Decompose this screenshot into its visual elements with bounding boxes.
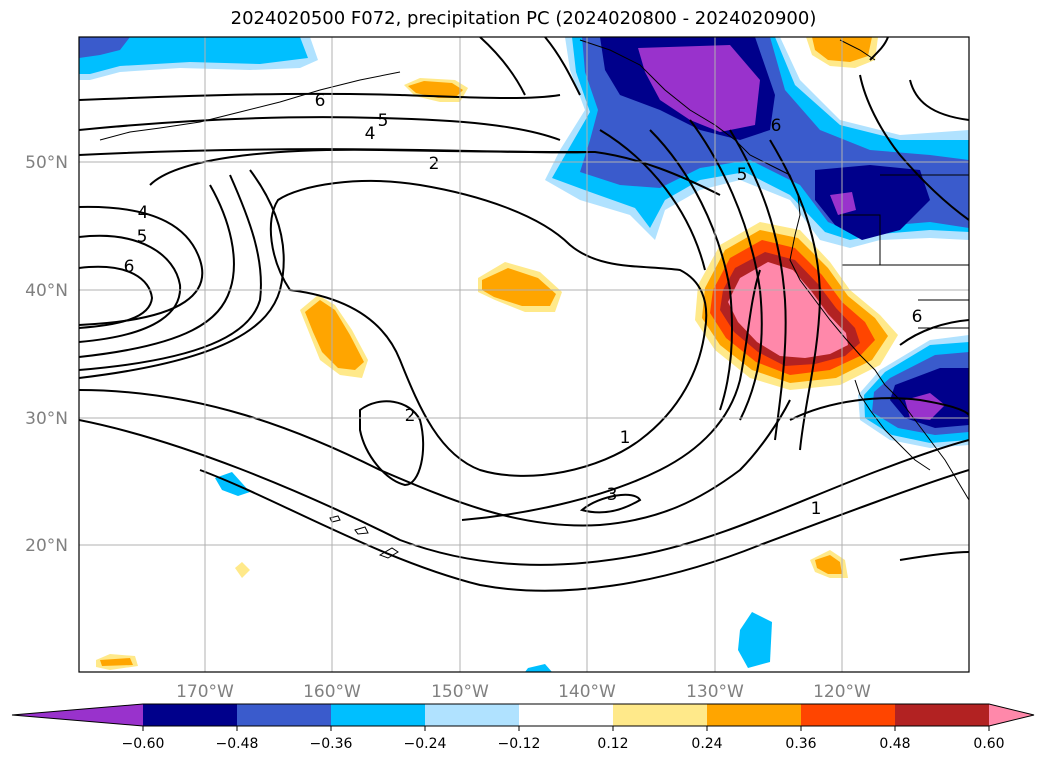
colorbar-extend-low (12, 704, 143, 726)
gridlines (79, 37, 969, 672)
colorbar-segment (425, 704, 520, 726)
map-title: 2024020500 F072, precipitation PC (20240… (230, 8, 817, 29)
colorbar-segment (707, 704, 802, 726)
map-area: 6 5 4 2 4 5 6 2 1 3 1 6 5 6 (79, 37, 969, 672)
lon-label: 170°W (176, 682, 234, 702)
colorbar-tick-label: −0.24 (404, 736, 447, 752)
contour-label: 2 (405, 406, 416, 426)
lat-label: 40°N (25, 281, 68, 301)
lat-label: 30°N (25, 409, 68, 429)
colorbar-tick-label: 0.36 (785, 736, 816, 752)
contour-label: 4 (138, 203, 149, 223)
contour-label: 1 (811, 499, 822, 519)
colorbar-segment (143, 704, 238, 726)
colorbar-segment (331, 704, 426, 726)
colorbar-segment (519, 704, 614, 726)
coastlines (99, 39, 969, 559)
colorbar-tick-label: 0.60 (973, 736, 1004, 752)
colorbar-tick-label: −0.60 (122, 736, 165, 752)
lon-label: 130°W (686, 682, 744, 702)
contour-label: 4 (365, 124, 376, 144)
contour-label: 5 (137, 227, 148, 247)
lon-label: 160°W (303, 682, 361, 702)
negative-anomaly-topleft (79, 37, 318, 80)
contour-label: 6 (124, 257, 135, 277)
colorbar-segment (237, 704, 332, 726)
contour-label: 1 (620, 428, 631, 448)
contour-label: 6 (771, 116, 782, 136)
colorbar-tick-label: −0.48 (216, 736, 259, 752)
contour-label: 5 (378, 111, 389, 131)
colorbar: −0.60 −0.48 −0.36 −0.24 −0.12 0.12 0.24 0.36 0.4… (11, 703, 1035, 752)
contour-lines (79, 37, 969, 592)
colorbar-tick-label: 0.24 (691, 736, 722, 752)
contour-label: 6 (912, 307, 923, 327)
contour-label: 2 (429, 154, 440, 174)
colorbar-tick-label: −0.12 (498, 736, 541, 752)
negative-anomaly-northwest (545, 37, 969, 248)
colorbar-tick-label: 0.12 (597, 736, 628, 752)
colorbar-tick-label: −0.36 (310, 736, 353, 752)
lat-label: 20°N (25, 536, 68, 556)
lat-label: 50°N (25, 153, 68, 173)
colorbar-segment (613, 704, 708, 726)
colorbar-segment (895, 704, 990, 726)
contour-label: 6 (315, 91, 326, 111)
colorbar-tick-label: 0.48 (879, 736, 910, 752)
contour-label: 3 (607, 485, 618, 505)
negative-blob-bottom (525, 664, 552, 672)
colorbar-extend-high (989, 704, 1034, 726)
colorbar-segment (801, 704, 896, 726)
map-frame (78, 36, 970, 673)
lon-label: 120°W (813, 682, 871, 702)
lon-label: 150°W (431, 682, 489, 702)
positive-blobs (96, 37, 878, 670)
contour-label-group: 6 5 4 2 4 5 6 2 1 3 1 6 5 6 (124, 91, 923, 519)
contour-label: 5 (737, 165, 748, 185)
negative-blob-south (738, 612, 772, 668)
lon-label: 140°W (558, 682, 616, 702)
